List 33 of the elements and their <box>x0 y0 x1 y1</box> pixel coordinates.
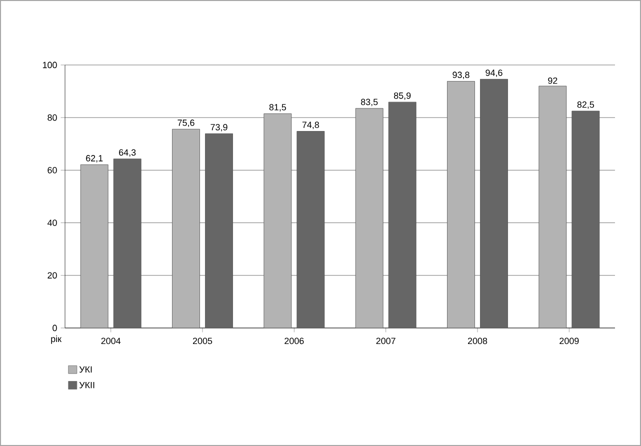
legend-label: УКІ <box>79 366 92 373</box>
y-tick-label: 20 <box>48 272 57 279</box>
x-tick-label: 2007 <box>376 338 396 344</box>
data-label: 94,6 <box>486 70 502 77</box>
data-label: 64,3 <box>119 149 136 157</box>
data-label: 73,9 <box>210 124 228 132</box>
data-label: 82,5 <box>577 101 594 109</box>
x-tick-label: 2005 <box>192 338 212 344</box>
data-label: 75,6 <box>178 120 194 127</box>
legend-label: УКІІ <box>79 382 94 388</box>
bar <box>480 78 508 328</box>
bar <box>205 133 233 328</box>
data-label: 85,9 <box>394 92 411 100</box>
x-tick-label: 2008 <box>468 338 488 344</box>
data-label: 62,1 <box>86 155 103 162</box>
bar <box>388 102 416 328</box>
data-label: 93,8 <box>452 72 470 80</box>
x-axis-title: рік <box>51 335 62 344</box>
data-label: 92 <box>548 77 558 84</box>
x-tick-label: 2004 <box>101 338 121 344</box>
data-label: 81,5 <box>269 104 286 112</box>
x-tick-label: 2006 <box>284 338 304 344</box>
bar <box>113 158 142 328</box>
data-label: 83,5 <box>361 98 378 106</box>
y-tick-label: 60 <box>48 167 57 174</box>
y-tick-label: 0 <box>52 324 57 332</box>
y-tick-label: 100 <box>42 62 57 68</box>
bar <box>572 110 600 328</box>
x-tick-label: 2009 <box>560 338 579 344</box>
data-label: 74,8 <box>302 122 320 130</box>
y-tick-label: 40 <box>47 220 57 226</box>
bar <box>296 131 325 328</box>
y-tick-label: 80 <box>48 114 57 121</box>
